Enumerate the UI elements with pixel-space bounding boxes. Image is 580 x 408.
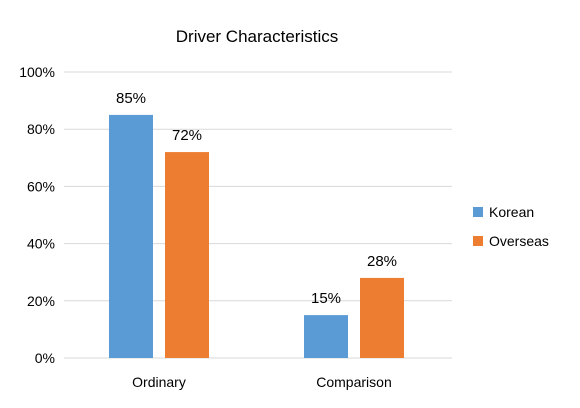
data-label: 72% xyxy=(172,127,202,144)
bars xyxy=(109,114,404,359)
legend: Korean Overseas xyxy=(473,204,549,249)
bar-overseas-ordinary xyxy=(165,152,209,358)
data-label: 15% xyxy=(311,290,341,307)
y-tick-label: 60% xyxy=(27,178,55,194)
data-label: 85% xyxy=(116,90,146,107)
bar-korean-comparison xyxy=(304,315,348,358)
bar-overseas-comparison xyxy=(360,277,404,358)
y-tick-label: 20% xyxy=(27,293,55,309)
legend-swatch xyxy=(473,236,483,246)
category-label: Ordinary xyxy=(132,374,186,390)
y-tick-label: 40% xyxy=(27,236,55,252)
y-tick-label: 0% xyxy=(35,350,55,366)
data-label: 28% xyxy=(367,253,397,270)
legend-label: Overseas xyxy=(489,233,549,249)
x-axis-categories: Ordinary Comparison xyxy=(132,374,392,390)
y-tick-label: 80% xyxy=(27,121,55,137)
category-label: Comparison xyxy=(316,374,391,390)
y-axis-ticks: 0% 20% 40% 60% 80% 100% xyxy=(19,64,55,366)
y-tick-label: 100% xyxy=(19,64,55,80)
bar-korean-ordinary xyxy=(109,114,153,359)
data-labels: 85% 15% 72% 28% xyxy=(116,90,397,307)
legend-swatch xyxy=(473,207,483,217)
legend-label: Korean xyxy=(489,204,534,220)
chart-title: Driver Characteristics xyxy=(176,27,338,46)
